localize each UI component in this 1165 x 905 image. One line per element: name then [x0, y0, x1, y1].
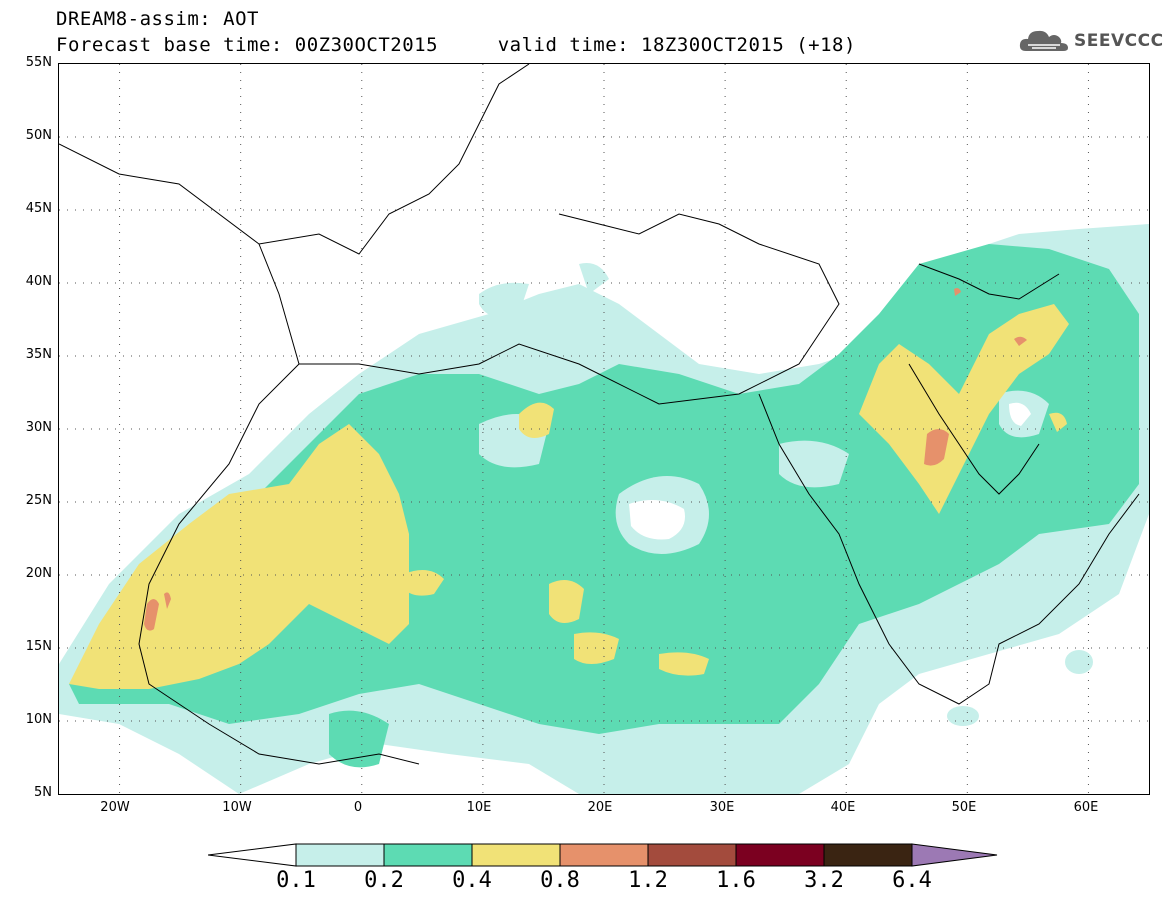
- colorbar-label: 1.6: [716, 868, 756, 893]
- colorbar-swatch-3-2: [823, 843, 913, 867]
- colorbar-label: 3.2: [804, 868, 844, 893]
- aot-map: [58, 63, 1150, 795]
- colorbar-swatch-1-6: [735, 843, 825, 867]
- seevccc-logo: SEEVCCC: [1018, 26, 1164, 56]
- forecast-time-subtitle: Forecast base time: 00Z30OCT2015 valid t…: [56, 34, 856, 56]
- colorbar-swatch-0-8: [559, 843, 649, 867]
- lat-label: 5N: [34, 785, 52, 800]
- coastlines: [59, 64, 1140, 765]
- colorbar-label: 0.2: [364, 868, 404, 893]
- lon-label: 0: [353, 800, 363, 815]
- colorbar-swatch-0-2: [383, 843, 473, 867]
- lat-label: 15N: [25, 639, 52, 654]
- colorbar-label: 6.4: [892, 868, 932, 893]
- lon-label: 60E: [1073, 800, 1099, 815]
- lon-label: 40E: [830, 800, 856, 815]
- colorbar-swatch-0-1: [295, 843, 385, 867]
- lon-label: 50E: [951, 800, 977, 815]
- graticule: [59, 64, 1149, 794]
- lon-label: 30E: [709, 800, 735, 815]
- lon-label: 20W: [100, 800, 130, 815]
- lat-label: 10N: [25, 712, 52, 727]
- lat-label: 20N: [25, 566, 52, 581]
- colorbar-low-arrow: [208, 843, 297, 867]
- map-canvas: [59, 64, 1149, 794]
- lon-label: 10E: [466, 800, 492, 815]
- cloud-icon: [1019, 30, 1068, 51]
- aot-clear-patches: [629, 402, 1031, 540]
- colorbar-label: 0.8: [540, 868, 580, 893]
- lat-label: 50N: [25, 128, 52, 143]
- colorbar: [208, 843, 998, 867]
- colorbar-swatch-1-2: [647, 843, 737, 867]
- colorbar-high-arrow: [911, 843, 998, 867]
- lat-label: 40N: [25, 274, 52, 289]
- lon-label: 20E: [587, 800, 613, 815]
- colorbar-label: 1.2: [628, 868, 668, 893]
- lat-label: 45N: [25, 201, 52, 216]
- lon-label: 10W: [222, 800, 252, 815]
- lat-label: 30N: [25, 420, 52, 435]
- aot-contour-0-8: [144, 288, 1027, 631]
- colorbar-label: 0.4: [452, 868, 492, 893]
- chart-title: DREAM8-assim: AOT: [56, 8, 259, 30]
- lat-label: 35N: [25, 347, 52, 362]
- logo-text: SEEVCCC: [1074, 31, 1164, 51]
- lat-label: 25N: [25, 493, 52, 508]
- colorbar-label: 0.1: [276, 868, 316, 893]
- lat-label: 55N: [25, 55, 52, 70]
- colorbar-swatch-0-4: [471, 843, 561, 867]
